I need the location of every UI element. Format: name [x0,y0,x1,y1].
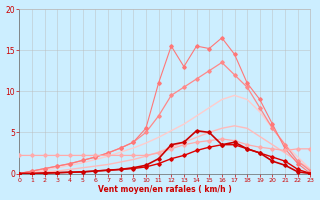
X-axis label: Vent moyen/en rafales ( km/h ): Vent moyen/en rafales ( km/h ) [98,185,232,194]
